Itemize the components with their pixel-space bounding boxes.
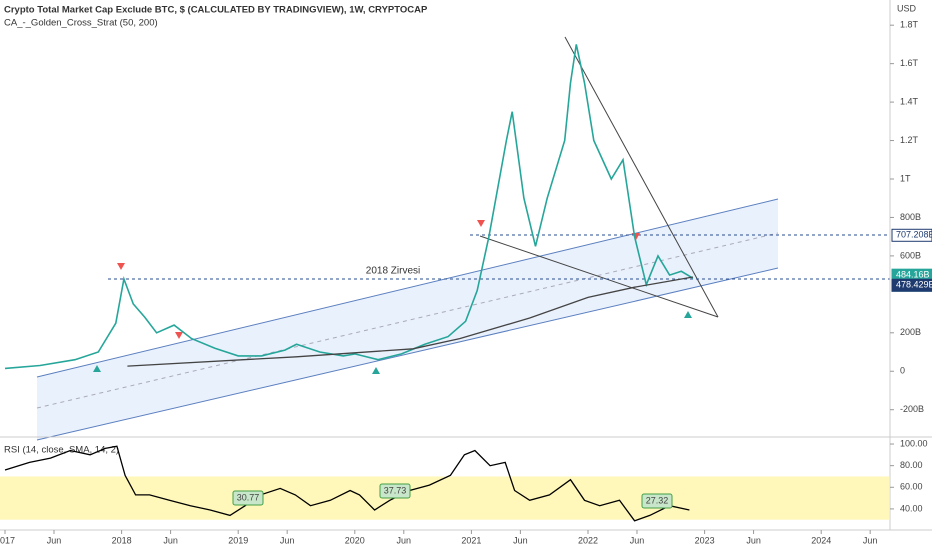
x-tick-label: 2018	[112, 535, 132, 545]
y-tick-label: 1.2T	[900, 135, 919, 145]
x-tick-label: Jun	[863, 535, 878, 545]
rsi-label: 37.73	[384, 485, 407, 495]
y-tick-label: -200B	[900, 404, 924, 414]
title: Crypto Total Market Cap Exclude BTC, $ (…	[4, 5, 428, 16]
x-tick-label: Jun	[397, 535, 412, 545]
y-tick-label: 1.8T	[900, 20, 919, 30]
series-line	[4, 445, 690, 522]
sell-signal	[175, 332, 183, 339]
price-label-box	[891, 278, 932, 292]
x-tick-label: 2021	[461, 535, 481, 545]
buy-signal	[684, 311, 692, 318]
x-tick-label: Jun	[280, 535, 295, 545]
y-tick-label: 1T	[900, 173, 911, 183]
rsi-label: 27.32	[646, 495, 669, 505]
rsi-label: 30.77	[237, 492, 260, 502]
x-tick-label: Jun	[163, 535, 178, 545]
y-tick-label: 60.00	[900, 482, 923, 492]
x-tick-label: 2017	[0, 535, 15, 545]
sell-signal	[477, 220, 485, 227]
y-tick-label: 40.00	[900, 503, 923, 513]
y-tick-label: 1.4T	[900, 96, 919, 106]
series-line	[4, 44, 694, 370]
channel	[37, 199, 778, 440]
x-tick-label: 2023	[695, 535, 715, 545]
channel-mid	[36, 232, 779, 409]
y-tick-label: 0	[900, 366, 905, 376]
indicator: CA_-_Golden_Cross_Strat (50, 200)	[4, 18, 158, 29]
channel-bottom	[36, 267, 779, 441]
sell-signal	[117, 263, 125, 270]
rsi-band	[0, 476, 890, 520]
x-tick-label: 2022	[578, 535, 598, 545]
triangle-line	[564, 36, 719, 318]
x-tick-label: Jun	[630, 535, 645, 545]
y-tick-label: 800B	[900, 212, 921, 222]
y-tick-label: 100.00	[900, 438, 928, 448]
triangle-line	[479, 235, 719, 318]
buy-signal	[93, 365, 101, 372]
rsi-title: RSI (14, close, SMA, 14, 2)	[4, 445, 119, 456]
x-tick-label: 2019	[228, 535, 248, 545]
buy-signal	[372, 367, 380, 374]
x-tick-label: Jun	[746, 535, 761, 545]
y-tick-label: 80.00	[900, 460, 923, 470]
channel-top	[36, 198, 779, 378]
annotation: 2018 Zirvesi	[366, 266, 420, 277]
price-label: 484.16B	[896, 270, 930, 280]
rsi-label-box	[232, 490, 264, 506]
price-label: 478.429B	[896, 280, 932, 290]
y-tick-label: 1.6T	[900, 58, 919, 68]
x-tick-label: 2020	[345, 535, 365, 545]
series-line	[127, 276, 694, 367]
currency: USD	[897, 3, 917, 13]
rsi-label-box	[379, 483, 411, 499]
price-label: 707.208B	[896, 230, 932, 240]
x-tick-label: Jun	[47, 535, 62, 545]
x-tick-label: Jun	[513, 535, 528, 545]
price-label-box	[891, 228, 932, 242]
x-tick-label: 2024	[811, 535, 831, 545]
y-tick-label: 600B	[900, 250, 921, 260]
rsi-label-box	[641, 493, 673, 509]
y-tick-label: 200B	[900, 327, 921, 337]
